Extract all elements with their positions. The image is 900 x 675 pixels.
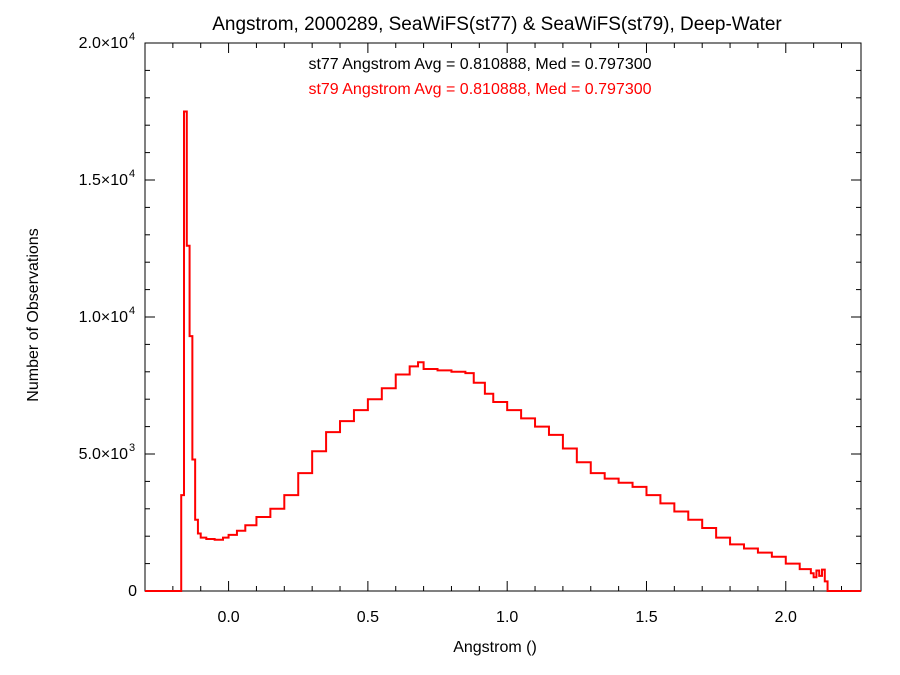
stats-annotations: st77 Angstrom Avg = 0.810888, Med = 0.79… — [308, 56, 651, 98]
plot-frame — [144, 42, 862, 592]
y-axis-label: Number of Observations — [25, 228, 42, 401]
series-layer — [145, 110, 861, 592]
x-axis: 0.0 0.5 1.0 1.5 2.0 — [172, 43, 842, 626]
y-tick-exponent: 4 — [129, 305, 135, 317]
x-tick-label: 0.5 — [357, 609, 379, 626]
x-tick-label: 1.0 — [496, 609, 518, 626]
stats-annotation-1: st77 Angstrom Avg = 0.810888, Med = 0.79… — [308, 56, 651, 73]
x-tick-label: 1.5 — [635, 609, 657, 626]
stats-annotation-2: st79 Angstrom Avg = 0.810888, Med = 0.79… — [308, 81, 651, 98]
histogram-series-line — [145, 110, 861, 592]
x-axis-label: Angstrom () — [453, 639, 537, 656]
y-tick-label: 2.0×10 — [79, 35, 128, 52]
y-tick-exponent: 4 — [129, 31, 135, 43]
y-tick-label: 1.5×10 — [79, 172, 128, 189]
y-tick-exponent: 3 — [129, 442, 135, 454]
y-axis: 05.0×10 31.0×10 41.5×10 42.0×10 4 — [79, 31, 861, 600]
x-tick-label: 2.0 — [775, 609, 797, 626]
y-tick-exponent: 4 — [129, 168, 135, 180]
y-tick-label: 1.0×10 — [79, 309, 128, 326]
x-tick-label: 0.0 — [217, 609, 239, 626]
y-tick-label: 0 — [128, 583, 137, 600]
chart-title: Angstrom, 2000289, SeaWiFS(st77) & SeaWi… — [212, 14, 782, 35]
y-tick-label: 5.0×10 — [79, 446, 128, 463]
